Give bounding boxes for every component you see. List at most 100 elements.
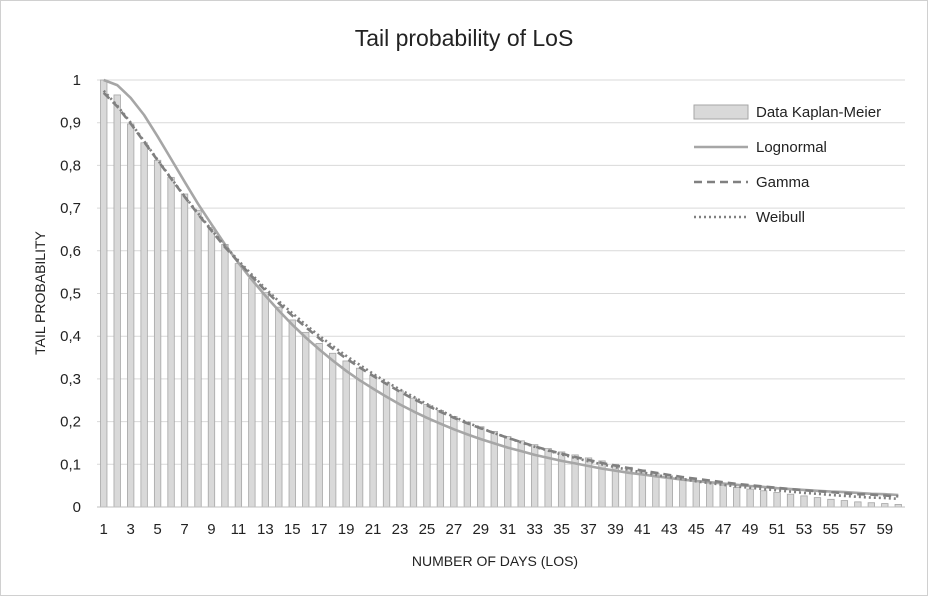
legend-label: Weibull xyxy=(756,209,805,226)
bar xyxy=(719,484,727,508)
bar xyxy=(733,486,741,508)
y-tick-label: 0,4 xyxy=(60,328,81,345)
x-tick-labels: 1 3 5 7 9 11 13 15 17 19 21 23 25 27 29 31 33 35 37 39 41 43 4… xyxy=(100,521,894,538)
bar xyxy=(275,306,283,508)
bar xyxy=(409,397,418,508)
x-tick-label: 27 xyxy=(446,521,463,538)
legend-label: Data Kaplan-Meier xyxy=(756,104,881,121)
x-tick-label: 9 xyxy=(207,521,215,538)
bar xyxy=(261,292,269,508)
x-tick-label: 49 xyxy=(742,521,759,538)
bar xyxy=(840,500,849,508)
x-tick-label: 19 xyxy=(338,521,355,538)
x-tick-label: 33 xyxy=(526,521,543,538)
y-tick-label: 0,5 xyxy=(60,286,81,303)
bar xyxy=(800,495,808,508)
line-series xyxy=(102,78,899,501)
bar xyxy=(342,360,350,508)
bar xyxy=(329,352,337,508)
y-tick-label: 1 xyxy=(73,72,81,89)
legend-label: Lognormal xyxy=(756,139,827,156)
bar xyxy=(679,477,687,508)
legend-swatch xyxy=(693,104,749,120)
bar xyxy=(153,159,162,508)
x-tick-label: 59 xyxy=(876,521,893,538)
bar xyxy=(813,497,822,508)
y-tick-label: 0,2 xyxy=(60,414,81,431)
y-axis-label: TAIL PROBABILITY xyxy=(32,230,48,354)
y-tick-label: 0,8 xyxy=(60,157,81,174)
bar xyxy=(746,488,754,508)
x-tick-label: 41 xyxy=(634,521,651,538)
bar xyxy=(194,209,202,508)
bar xyxy=(355,367,364,508)
x-tick-label: 39 xyxy=(607,521,624,538)
bar xyxy=(692,480,700,508)
bar xyxy=(786,493,795,508)
x-tick-label: 35 xyxy=(553,521,570,538)
x-tick-label: 15 xyxy=(284,521,301,538)
bar xyxy=(773,492,781,508)
x-tick-label: 43 xyxy=(661,521,678,538)
x-tick-label: 5 xyxy=(153,521,161,538)
bar xyxy=(234,263,243,508)
bar xyxy=(248,278,256,508)
x-tick-label: 13 xyxy=(257,521,274,538)
x-tick-label: 17 xyxy=(311,521,328,538)
legend-label: Gamma xyxy=(756,174,810,191)
x-tick-label: 7 xyxy=(180,521,188,538)
x-tick-label: 29 xyxy=(472,521,489,538)
bar xyxy=(302,331,310,508)
x-tick-label: 23 xyxy=(392,521,409,538)
x-tick-label: 37 xyxy=(580,521,597,538)
x-tick-label: 31 xyxy=(499,521,516,538)
bar xyxy=(100,79,108,508)
bar xyxy=(759,490,768,508)
x-tick-label: 21 xyxy=(365,521,382,538)
y-tick-label: 0,6 xyxy=(60,243,81,260)
bar xyxy=(867,502,875,508)
bar xyxy=(180,193,189,508)
y-tick-label: 0 xyxy=(73,499,81,516)
series-line-weibull xyxy=(102,89,899,501)
y-tick-label: 0,1 xyxy=(60,456,81,473)
x-tick-label: 11 xyxy=(231,521,247,538)
bar xyxy=(706,482,714,508)
x-tick-label: 1 xyxy=(100,521,108,538)
bar xyxy=(827,498,835,508)
bar xyxy=(140,142,148,508)
x-tick-label: 55 xyxy=(823,521,840,538)
x-tick-label: 3 xyxy=(126,521,134,538)
bar xyxy=(382,382,391,508)
bar xyxy=(127,123,135,508)
bar xyxy=(113,94,121,508)
y-tick-label: 0,3 xyxy=(60,371,81,388)
bar-series xyxy=(100,79,902,508)
bar xyxy=(288,319,296,508)
bar xyxy=(854,501,862,508)
x-tick-label: 53 xyxy=(796,521,813,538)
bar xyxy=(207,226,216,508)
bar xyxy=(167,176,175,508)
bar xyxy=(369,375,377,508)
y-tick-label: 0,7 xyxy=(60,200,81,217)
x-tick-label: 47 xyxy=(715,521,732,538)
x-tick-label: 25 xyxy=(419,521,436,538)
legend: Data Kaplan-Meier Lognormal Gamma Weibull xyxy=(693,104,881,226)
bar xyxy=(665,475,673,508)
bar xyxy=(221,243,229,508)
x-axis-label: NUMBER OF DAYS (LOS) xyxy=(412,553,578,569)
gridlines xyxy=(97,79,905,465)
y-tick-labels: 0 0,1 0,2 0,3 0,4 0,5 0,6 0,7 0,8 0,9 1 xyxy=(60,72,81,516)
bar xyxy=(881,503,889,508)
chart-title: Tail probability of LoS xyxy=(355,25,574,51)
x-tick-label: 45 xyxy=(688,521,705,538)
bar xyxy=(315,343,323,508)
y-tick-label: 0,9 xyxy=(60,115,81,132)
x-tick-label: 51 xyxy=(769,521,786,538)
bar xyxy=(652,472,660,508)
x-tick-label: 57 xyxy=(850,521,867,538)
bar xyxy=(396,390,404,508)
